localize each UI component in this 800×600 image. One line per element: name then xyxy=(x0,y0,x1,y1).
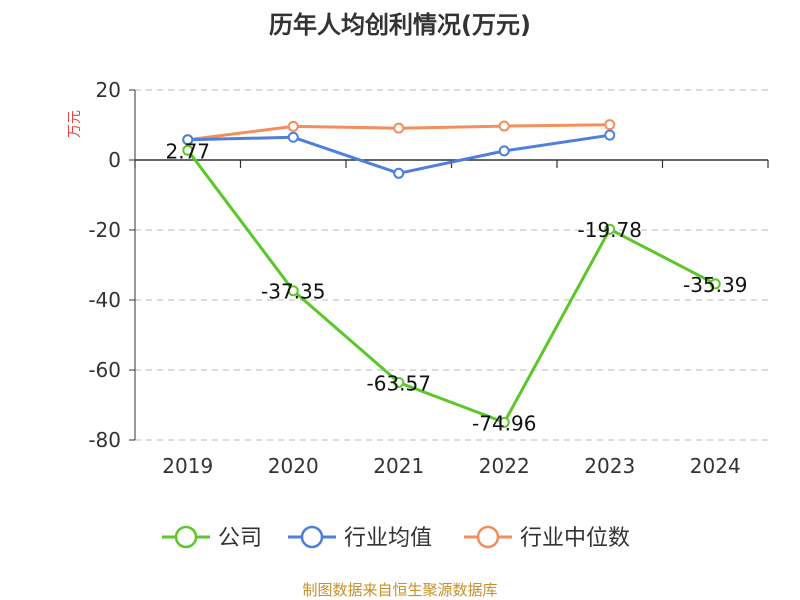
series-point-1 xyxy=(604,129,616,141)
series-point-1 xyxy=(498,145,510,157)
data-label: -35.39 xyxy=(683,273,747,297)
series-point-2 xyxy=(604,119,616,131)
y-tick-label: -20 xyxy=(88,218,121,242)
series-line-0 xyxy=(186,148,717,424)
data-label: -19.78 xyxy=(578,218,642,242)
legend-marker-1 xyxy=(300,525,324,549)
x-tick-label: 2023 xyxy=(584,454,635,478)
series-point-2 xyxy=(498,120,510,132)
x-tick-label: 2022 xyxy=(479,454,530,478)
series-line-1 xyxy=(186,133,612,175)
series-point-1 xyxy=(287,131,299,143)
axes xyxy=(129,89,769,441)
series-point-0 xyxy=(604,223,616,235)
x-tick-label: 2020 xyxy=(268,454,319,478)
legend: 公司 行业均值 行业中位数 xyxy=(162,525,630,551)
x-tick-label: 2021 xyxy=(373,454,424,478)
series-point-2 xyxy=(287,120,299,132)
y-tick-label: 20 xyxy=(96,78,121,102)
data-label: -37.35 xyxy=(261,280,325,304)
legend-label-2: 行业中位数 xyxy=(520,526,630,551)
series-point-0 xyxy=(709,278,721,290)
series-lines xyxy=(186,123,717,424)
y-tick-label: -40 xyxy=(88,288,121,312)
data-labels: 2.77 -37.35 -63.57 -74.96 -19.78 -35.39 xyxy=(165,139,747,435)
data-label: -63.57 xyxy=(367,371,431,395)
series-point-2 xyxy=(393,122,405,134)
x-tick-label: 2019 xyxy=(162,454,213,478)
data-label: 2.77 xyxy=(165,139,210,163)
source-note: 制图数据来自恒生聚源数据库 xyxy=(302,581,497,599)
series-point-0 xyxy=(182,144,194,156)
x-tick-label: 2024 xyxy=(690,454,741,478)
series-point-0 xyxy=(287,285,299,297)
series-point-1 xyxy=(182,134,194,146)
y-tick-label: 0 xyxy=(108,148,121,172)
legend-marker-2 xyxy=(476,525,500,549)
data-label: -74.96 xyxy=(472,411,536,435)
series-point-0 xyxy=(393,376,405,388)
chart-title: 历年人均创利情况(万元) xyxy=(269,11,531,39)
series-point-1 xyxy=(393,167,405,179)
legend-marker-0 xyxy=(174,525,198,549)
tick-labels: 20 0 -20 -40 -60 -80 2019 2020 2021 2022 2023 2024 xyxy=(88,78,740,478)
grid-lines xyxy=(135,89,768,441)
y-tick-label: -60 xyxy=(88,358,121,382)
legend-label-1: 行业均值 xyxy=(344,526,432,551)
series-point-0 xyxy=(498,416,510,428)
legend-label-0: 公司 xyxy=(218,526,262,551)
series-points xyxy=(182,119,721,428)
y-tick-label: -80 xyxy=(88,428,121,452)
y-axis-label: 万元 xyxy=(67,110,83,138)
